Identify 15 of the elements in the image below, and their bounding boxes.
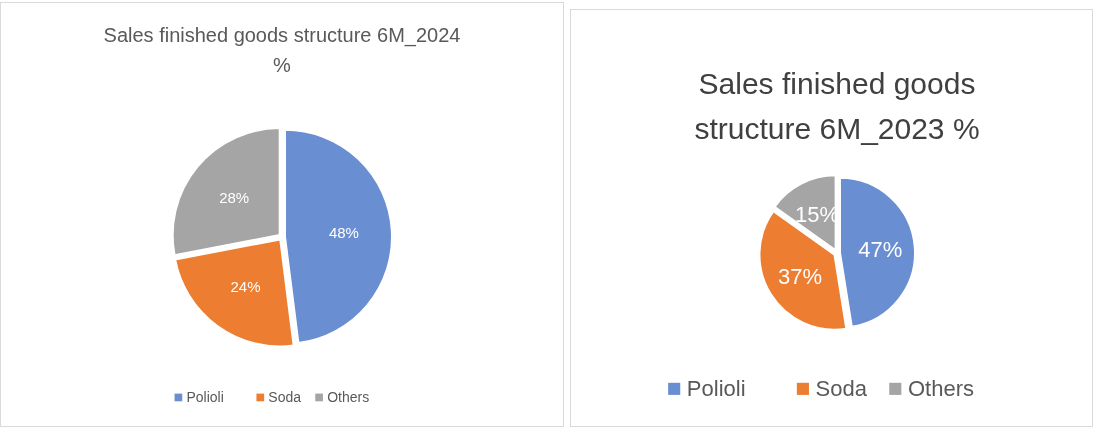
data-label: 24% bbox=[230, 278, 261, 296]
pie-slice bbox=[773, 174, 837, 252]
legend-label: Others bbox=[907, 376, 974, 401]
legend-label: Soda bbox=[815, 376, 868, 401]
legend-label: Others bbox=[327, 389, 370, 405]
chart-title: Sales finished goods structure 6M_2024 % bbox=[103, 24, 461, 76]
legend-label: Polioli bbox=[186, 389, 224, 405]
pie-slice bbox=[838, 176, 916, 328]
chart-title: Sales finished goods structure 6M_2023 % bbox=[694, 67, 980, 145]
data-label: 47% bbox=[858, 237, 903, 263]
data-label: 48% bbox=[328, 224, 359, 242]
data-label: 37% bbox=[778, 263, 823, 289]
legend-label: Soda bbox=[268, 389, 302, 405]
legend-label: Polioli bbox=[686, 376, 746, 401]
data-label: 28% bbox=[219, 188, 250, 206]
